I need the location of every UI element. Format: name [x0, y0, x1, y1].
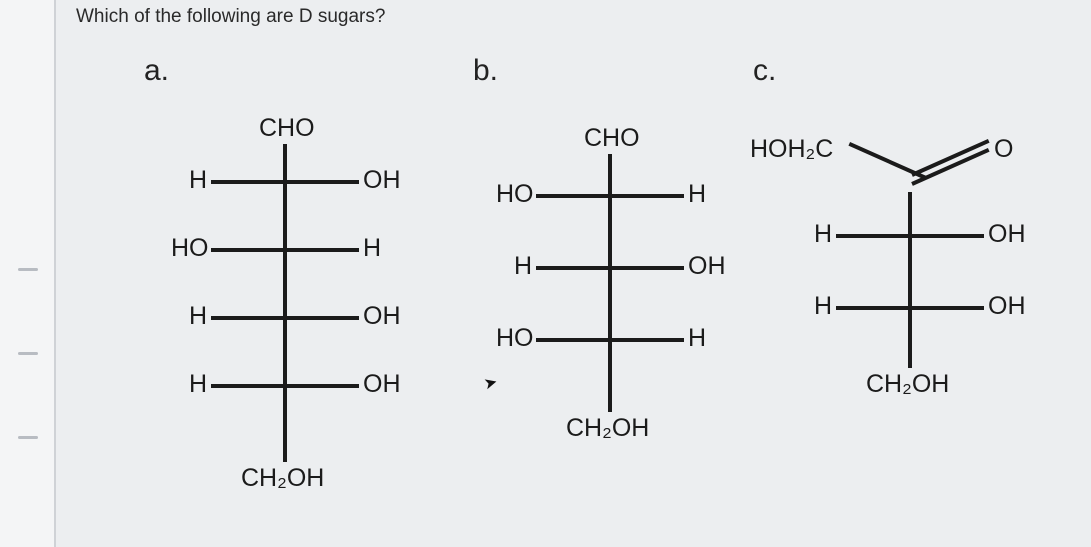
question-text: Which of the following are D sugars? [76, 6, 385, 28]
question-sidebar [0, 0, 56, 547]
option-label-c: c. [753, 54, 776, 88]
hbar-c-2 [836, 306, 984, 310]
hbar-b-1 [536, 194, 684, 198]
right-c-2: OH [988, 292, 1026, 321]
keto-left-label: HOH₂C [750, 135, 833, 164]
fischer-structure-a: CHO H OH HO H H OH H OH CH₂OH [131, 120, 431, 540]
bottom-group-a: CH₂OH [241, 464, 324, 493]
left-a-4: H [189, 370, 207, 399]
left-a-1: H [189, 166, 207, 195]
bottom-group-c: CH₂OH [866, 370, 949, 399]
vertical-bond-c [908, 192, 912, 368]
left-b-3: HO [496, 324, 534, 353]
left-c-2: H [814, 292, 832, 321]
fischer-structure-c: HOH₂C O H OH H OH CH₂OH [756, 220, 1076, 520]
vertical-bond-b [608, 154, 612, 412]
top-group-a: CHO [259, 114, 315, 143]
right-a-2: H [363, 234, 381, 263]
hbar-a-2 [211, 248, 359, 252]
right-a-3: OH [363, 302, 401, 331]
right-b-2: OH [688, 252, 726, 281]
hbar-b-2 [536, 266, 684, 270]
option-label-b: b. [473, 54, 498, 88]
hbar-c-1 [836, 234, 984, 238]
left-a-2: HO [171, 234, 209, 263]
hbar-a-1 [211, 180, 359, 184]
left-b-1: HO [496, 180, 534, 209]
keto-right-label: O [994, 135, 1013, 164]
hbar-b-3 [536, 338, 684, 342]
top-group-b: CHO [584, 124, 640, 153]
hbar-a-3 [211, 316, 359, 320]
bottom-group-b: CH₂OH [566, 414, 649, 443]
hbar-a-4 [211, 384, 359, 388]
right-c-1: OH [988, 220, 1026, 249]
question-content: Which of the following are D sugars? a. … [56, 0, 1091, 547]
option-label-a: a. [144, 54, 169, 88]
right-b-1: H [688, 180, 706, 209]
fischer-structure-b: CHO HO H H OH HO H CH₂OH [456, 130, 756, 490]
ketose-top: HOH₂C O [756, 220, 1076, 280]
right-b-3: H [688, 324, 706, 353]
right-a-4: OH [363, 370, 401, 399]
left-c-1: H [814, 220, 832, 249]
vertical-bond-a [283, 144, 287, 462]
left-b-2: H [514, 252, 532, 281]
right-a-1: OH [363, 166, 401, 195]
left-a-3: H [189, 302, 207, 331]
